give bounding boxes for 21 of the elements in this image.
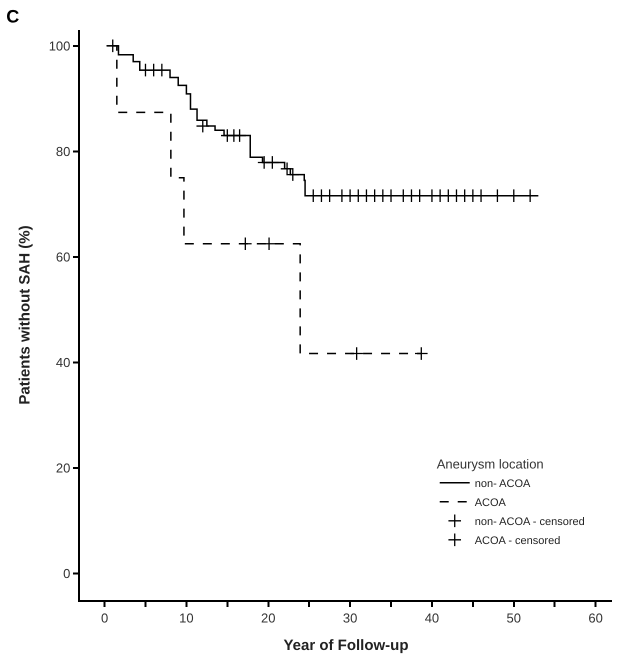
- y-tick-label: 40: [56, 355, 70, 370]
- y-tick-label: 0: [63, 566, 70, 582]
- y-axis-title: Patients without SAH (%): [16, 225, 34, 405]
- x-tick-label: 60: [588, 610, 603, 626]
- x-tick-label: 20: [261, 610, 276, 626]
- x-axis-title: Year of Follow-up: [283, 637, 409, 654]
- y-tick-label: 60: [56, 249, 70, 264]
- x-tick-label: 30: [342, 610, 358, 626]
- x-tick-label: 0: [100, 610, 108, 626]
- legend-title: Aneurysm location: [436, 456, 544, 472]
- y-tick-label: 80: [56, 144, 70, 159]
- x-tick-label: 40: [424, 610, 440, 626]
- y-tick-label: 100: [48, 38, 70, 54]
- legend-label: non- ACOA - censored: [474, 516, 585, 528]
- chart-title: C: [6, 6, 20, 27]
- legend-label: ACOA: [474, 497, 507, 510]
- y-tick-label: 20: [56, 460, 70, 476]
- x-tick-label: 10: [179, 610, 194, 626]
- legend-label: ACOA - censored: [474, 535, 560, 548]
- x-tick-label: 50: [506, 610, 522, 626]
- legend-label: non- ACOA: [474, 478, 532, 490]
